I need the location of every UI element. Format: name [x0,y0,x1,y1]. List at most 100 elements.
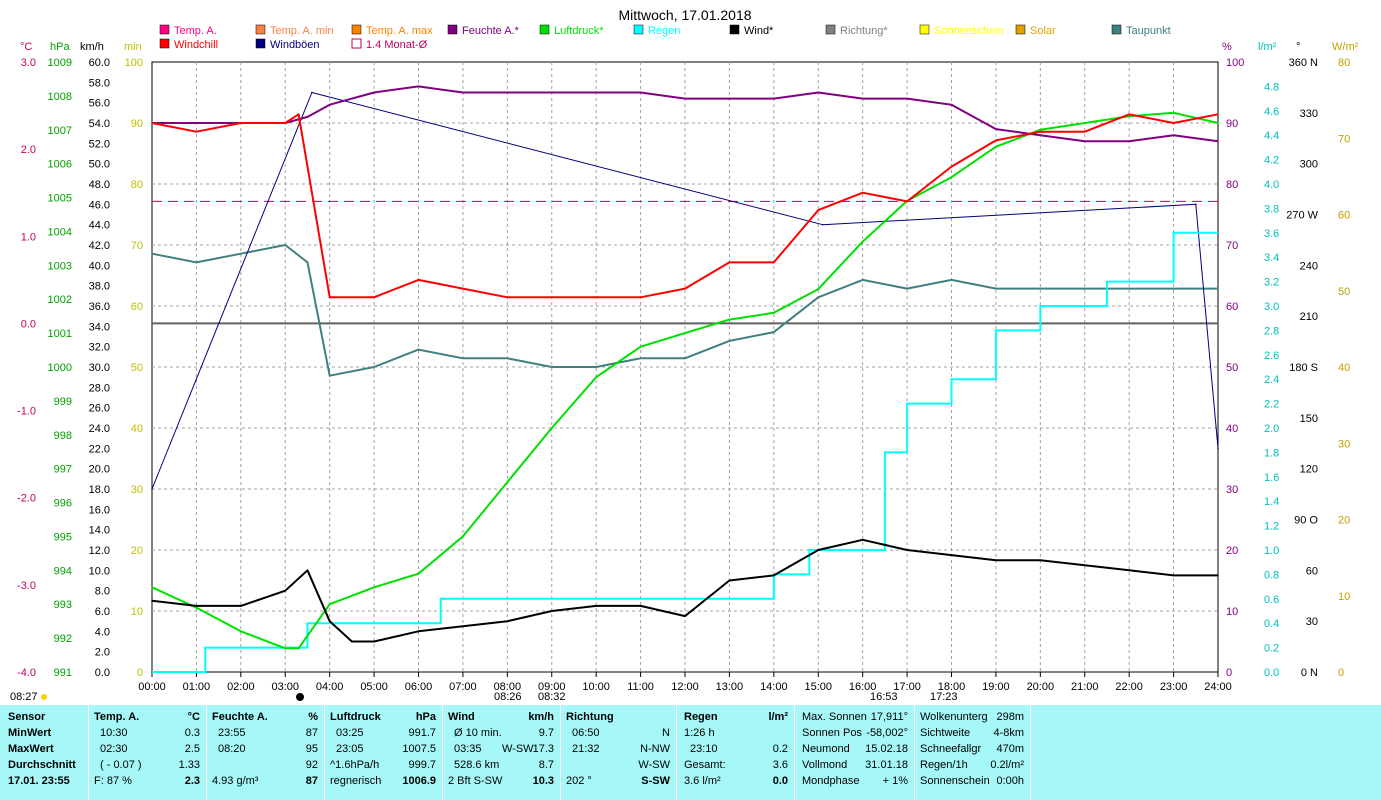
wind-max-time: 03:35 [454,743,482,755]
pressure-tick-label: 999 [54,396,72,408]
rain-tick-label: 2.8 [1264,325,1279,337]
humidity-line-point [439,88,442,91]
temp-line-point [240,122,242,124]
dewpoint-line-point [1128,287,1130,290]
humidity-tick-label: 0 [1226,667,1232,679]
direction-tick-label: 180 S [1289,362,1318,374]
temp-line-point [462,287,464,290]
dewpoint-line-point [950,279,953,281]
temp-trend: ( - 0.07 ) [100,759,142,771]
dewpoint-line-point [995,287,997,290]
humidity-column: Feuchte A.% 23:55 87 08:20 95 92 4.93 g/m³… [212,709,318,789]
pressure-line-point [773,311,775,314]
legend-label: Temp. A. max [366,25,433,37]
hum-min-time: 23:55 [218,727,246,739]
temp-line-point [995,139,997,142]
dewpoint-line-point [240,252,242,255]
misc-label: Wolkenunterg [920,711,988,723]
rain-tick-label: 1.8 [1264,447,1279,459]
pressure-tick-label: 991 [54,667,72,679]
legend-label: 1.4 Monat-Ø [366,39,428,51]
pressure-line-point [639,345,642,348]
rain-total: 3.6 [772,759,788,771]
wind-line-point [462,625,464,628]
axis-unit-label: °C [20,41,32,53]
legend-label: Sonnenschein [934,25,1004,37]
wind-line-point [373,640,375,643]
x-tick-label: 02:00 [227,681,255,693]
humidity-tick-label: 50 [1226,362,1238,374]
sun-tick-label: 20 [131,545,143,557]
rain-unit: l/m² [768,711,788,723]
wind-line-point [1217,574,1219,577]
hum-unit: % [308,711,318,723]
temp-line-point [1039,130,1042,133]
pressure-line-point [684,332,686,334]
wind-tick-label: 4.0 [95,626,110,638]
pressure-line-point [817,288,820,290]
humidity-line-point [1039,134,1042,136]
sensor-row: 17.01. 23:55 [8,775,70,787]
legend-swatch [159,24,170,35]
pressure-line-point [284,647,287,650]
direction-tick-label: 120 [1300,464,1318,476]
wind-line-point [773,574,775,577]
dewpoint-line-point [861,279,864,281]
wind-tick-label: 58.0 [89,77,110,89]
misc-value: 0:00h [996,775,1024,787]
dewpoint-line-point [1083,287,1086,290]
rain-tick-label: 3.4 [1264,252,1279,264]
axis-unit-label: % [1222,41,1232,53]
press-trend: ^1.6hPa/h [330,759,380,771]
sun-tick-label: 30 [131,484,143,496]
humidity-line-point [462,91,464,94]
rain-column: Regen l/m² 1:26 h 23:10 0.2 Gesamt: 3.6 3.6… [684,709,788,789]
misc-label: Sonnenschein [920,775,990,787]
humidity-line-point [506,91,509,94]
wind-tick-label: 10.0 [89,565,110,577]
pressure-tick-label: 1001 [48,328,72,340]
legend-swatch [159,38,170,49]
rain-tick-label: 0.8 [1264,569,1279,581]
temp-line-point [417,279,420,281]
direction-tick-label: 270 W [1286,210,1318,222]
solar-tick-label: 50 [1338,286,1350,298]
wind-tick-label: 14.0 [89,525,110,537]
wind-line-point [595,605,597,607]
dewpoint-line-point [906,287,908,290]
x-tick-label: 12:00 [671,681,699,693]
astro-value: 31.01.18 [865,759,908,771]
legend-label: Taupunkt [1126,25,1171,37]
misc-label: Regen/1h [920,759,968,771]
temp-line-point [950,165,953,168]
humidity-line-point [1172,134,1175,136]
wind-line-point [684,615,686,617]
legend-swatch [255,24,266,35]
pressure-tick-label: 997 [54,464,72,476]
wind-tick-label: 52.0 [89,138,110,150]
x-tick-label: 15:00 [804,681,832,693]
solar-tick-label: 30 [1338,438,1350,450]
astro-label: Sonnen Pos [802,727,862,739]
solar-tick-label: 70 [1338,133,1350,145]
wind-tick-label: 32.0 [89,342,110,354]
wind-line-point [506,620,509,622]
rain-tick-label: 4.4 [1264,130,1279,142]
temp-line-point [550,296,553,299]
humidity-line-point [906,97,908,100]
pressure-line-point [240,630,242,633]
dir-time-b: 21:32 [572,743,600,755]
wind-tick-label: 6.0 [95,606,110,618]
humidity-tick-label: 10 [1226,606,1238,618]
wind-run: 528.6 km [454,759,500,771]
moon-icon [296,693,304,701]
pressure-line-point [1128,115,1130,118]
dewpoint-line-point [595,366,597,368]
temp-line-point [195,130,198,133]
pressure-column: Luftdruck hPa 03:25 991.7 23:05 1007.5 ^1.6… [330,709,436,789]
temp-line-point [284,122,287,124]
legend-swatch [447,24,458,35]
dewpoint-line-point [1172,287,1175,290]
humidity-tick-label: 30 [1226,484,1238,496]
rain-total-label: Gesamt: [684,759,726,771]
